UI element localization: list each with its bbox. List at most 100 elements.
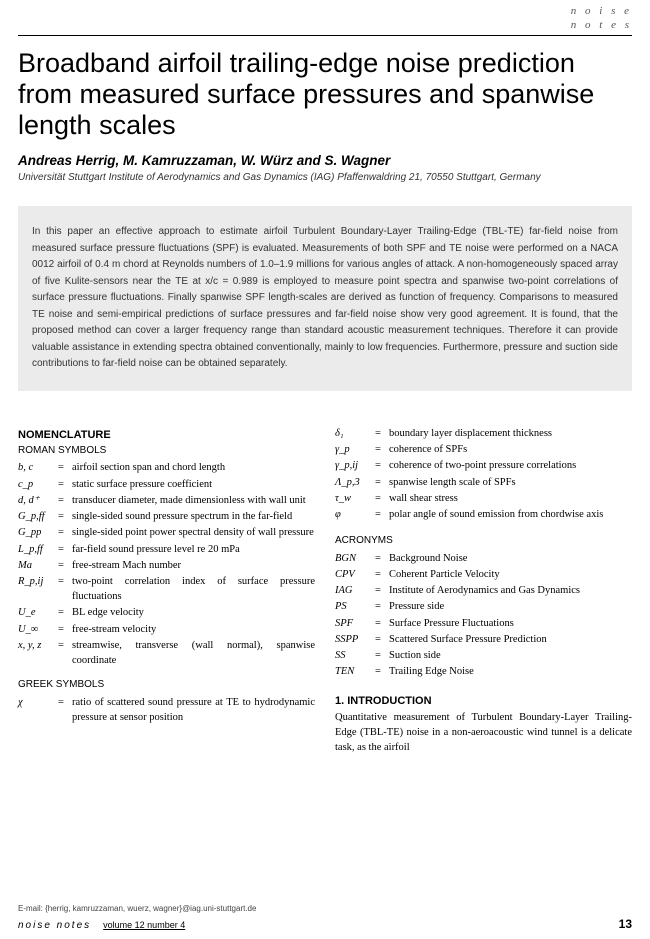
equals: = [58,622,72,637]
nomenclature-row: L_p,ff=far-field sound pressure level re… [18,542,315,557]
footer-volume: volume 12 number 4 [103,920,185,930]
nomenclature-row: CPV=Coherent Particle Velocity [335,567,632,582]
symbol: PS [335,599,375,614]
definition: single-sided point power spectral densit… [72,525,315,540]
equals: = [58,605,72,620]
symbol: G_p,ff [18,509,58,524]
symbol: SS [335,648,375,663]
body-columns: NOMENCLATURE ROMAN SYMBOLS b, c=airfoil … [18,426,632,897]
equals: = [58,477,72,492]
definition: transducer diameter, made dimensionless … [72,493,315,508]
equals: = [375,583,389,598]
nomenclature-row: BGN=Background Noise [335,551,632,566]
authors: Andreas Herrig, M. Kamruzzaman, W. Würz … [18,153,390,168]
email-line: E-mail: {herrig, kamruzzaman, wuerz, wag… [18,904,256,913]
definition: airfoil section span and chord length [72,460,315,475]
symbol: b, c [18,460,58,475]
header-rule [18,35,632,36]
article-title: Broadband airfoil trailing-edge noise pr… [18,48,632,141]
nomenclature-row: b, c=airfoil section span and chord leng… [18,460,315,475]
symbol: SPF [335,616,375,631]
footer-journal: noise notes [18,920,91,931]
nomenclature-row: G_p,ff=single-sided sound pressure spect… [18,509,315,524]
equals: = [375,442,389,457]
definition: spanwise length scale of SPFs [389,475,632,490]
symbol: c_p [18,477,58,492]
equals: = [375,551,389,566]
footer-left: noise notes volume 12 number 4 [18,915,185,933]
nomenclature-row: PS=Pressure side [335,599,632,614]
symbol: U_∞ [18,622,58,637]
equals: = [375,567,389,582]
symbol: R_p,ij [18,574,58,604]
acronyms-heading: ACRONYMS [335,534,632,549]
symbol: δ₁ [335,426,375,441]
symbol: CPV [335,567,375,582]
equals: = [58,638,72,668]
equals: = [375,664,389,679]
symbol: γ_p,ij [335,458,375,473]
nomenclature-row: τ_w=wall shear stress [335,491,632,506]
footer: noise notes volume 12 number 4 13 [18,915,632,933]
definition: Suction side [389,648,632,663]
definition: ratio of scattered sound pressure at TE … [72,695,315,725]
nomenclature-row: SS=Suction side [335,648,632,663]
symbol: Λ_p,3 [335,475,375,490]
nomenclature-row: IAG=Institute of Aerodynamics and Gas Dy… [335,583,632,598]
definition: Institute of Aerodynamics and Gas Dynami… [389,583,632,598]
symbol: χ [18,695,58,725]
acronyms-list: BGN=Background NoiseCPV=Coherent Particl… [335,551,632,680]
nomenclature-row: SPF=Surface Pressure Fluctuations [335,616,632,631]
equals: = [375,648,389,663]
header-label-2: n o t e s [571,18,632,32]
intro-text: Quantitative measurement of Turbulent Bo… [335,710,632,756]
nomenclature-row: γ_p=coherence of SPFs [335,442,632,457]
equals: = [58,574,72,604]
equals: = [375,491,389,506]
equals: = [58,542,72,557]
definition: Scattered Surface Pressure Prediction [389,632,632,647]
nomenclature-row: χ=ratio of scattered sound pressure at T… [18,695,315,725]
nomenclature-row: φ=polar angle of sound emission from cho… [335,507,632,522]
symbol: G_pp [18,525,58,540]
definition: free-stream Mach number [72,558,315,573]
symbol: x, y, z [18,638,58,668]
equals: = [58,558,72,573]
definition: Surface Pressure Fluctuations [389,616,632,631]
definition: wall shear stress [389,491,632,506]
nomenclature-row: x, y, z=streamwise, transverse (wall nor… [18,638,315,668]
nomenclature-row: U_∞=free-stream velocity [18,622,315,637]
running-header: n o i s e n o t e s [571,4,632,33]
definition: Coherent Particle Velocity [389,567,632,582]
definition: streamwise, transverse (wall normal), sp… [72,638,315,668]
nomenclature-row: d, d⁺=transducer diameter, made dimensio… [18,493,315,508]
definition: single-sided sound pressure spectrum in … [72,509,315,524]
nomenclature-row: δ₁=boundary layer displacement thickness [335,426,632,441]
column-left: NOMENCLATURE ROMAN SYMBOLS b, c=airfoil … [18,426,315,897]
symbol: d, d⁺ [18,493,58,508]
affiliation: Universität Stuttgart Institute of Aerod… [18,172,541,183]
roman-heading: ROMAN SYMBOLS [18,444,315,459]
nomenclature-row: Ma=free-stream Mach number [18,558,315,573]
abstract: In this paper an effective approach to e… [18,206,632,391]
footer-page: 13 [619,917,632,931]
header-label-1: n o i s e [571,4,632,18]
equals: = [375,426,389,441]
symbol: IAG [335,583,375,598]
symbol: L_p,ff [18,542,58,557]
definition: Pressure side [389,599,632,614]
symbol: BGN [335,551,375,566]
symbol: SSPP [335,632,375,647]
symbol: τ_w [335,491,375,506]
symbol: γ_p [335,442,375,457]
definition: static surface pressure coefficient [72,477,315,492]
equals: = [375,458,389,473]
symbol: U_e [18,605,58,620]
greek-heading: GREEK SYMBOLS [18,678,315,693]
definition: far-field sound pressure level re 20 mPa [72,542,315,557]
nomenclature-row: TEN=Trailing Edge Noise [335,664,632,679]
equals: = [375,599,389,614]
greek-symbols-list-2: δ₁=boundary layer displacement thickness… [335,426,632,522]
nomenclature-row: SSPP=Scattered Surface Pressure Predicti… [335,632,632,647]
column-right: δ₁=boundary layer displacement thickness… [335,426,632,897]
